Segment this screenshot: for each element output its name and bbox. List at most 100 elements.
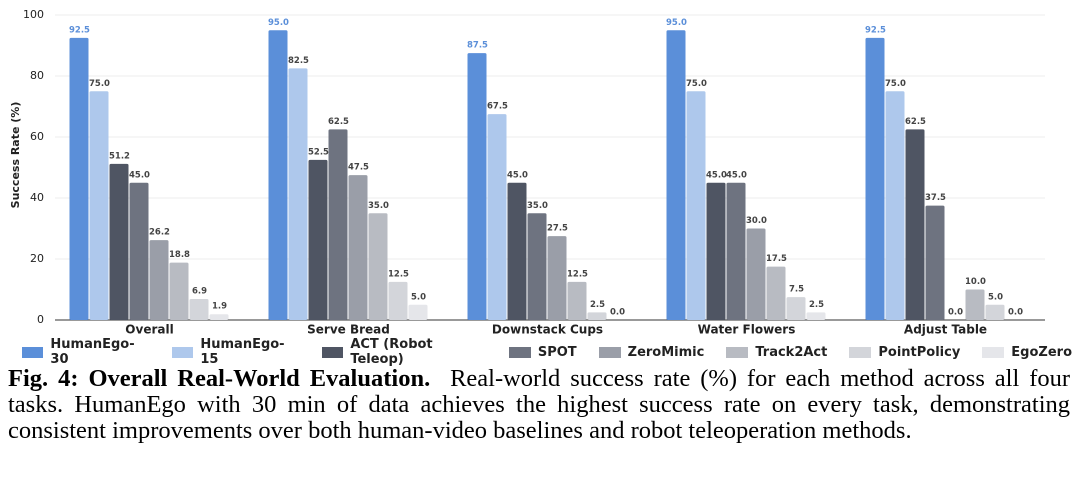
caption-title: Overall Real-World Evaluation.: [88, 365, 431, 392]
legend-label: ZeroMimic: [627, 344, 705, 360]
value-label: 7.5: [789, 285, 804, 295]
bar: [766, 266, 786, 320]
value-label: 87.5: [467, 41, 488, 51]
bar: [905, 129, 925, 320]
x-tick-label: Overall: [125, 323, 173, 337]
y-axis-label: Success Rate (%): [9, 102, 22, 209]
legend-label: HumanEgo-30: [50, 337, 135, 367]
value-label: 95.0: [666, 18, 687, 28]
caption-label: Fig. 4:: [8, 365, 79, 392]
bar: [706, 182, 726, 320]
y-tick-label: 40: [30, 191, 44, 204]
legend-item: EgoZero: [982, 345, 1072, 360]
bar: [567, 281, 587, 320]
value-label: 12.5: [567, 269, 588, 279]
legend-swatch: [22, 346, 44, 358]
value-label: 95.0: [268, 18, 289, 28]
value-label: 18.8: [169, 250, 190, 260]
value-label: 75.0: [89, 79, 110, 89]
value-label: 17.5: [766, 254, 787, 264]
bar: [786, 297, 806, 320]
bar: [69, 37, 89, 320]
y-tick-label: 80: [30, 69, 44, 82]
value-label: 51.2: [109, 151, 130, 161]
value-label: 2.5: [809, 300, 824, 310]
legend-swatch: [321, 346, 344, 358]
value-label: 52.5: [308, 147, 329, 157]
bar: [348, 175, 368, 320]
bar: [89, 91, 109, 320]
value-label: 0.0: [948, 308, 963, 318]
value-label: 45.0: [507, 170, 528, 180]
value-label: 67.5: [487, 102, 508, 112]
legend-item: HumanEgo-15: [171, 337, 300, 367]
value-label: 26.2: [149, 228, 170, 238]
legend-item: Track2Act: [726, 345, 827, 360]
legend-label: ACT (Robot Teleop): [350, 337, 433, 367]
bar: [527, 213, 547, 320]
caption-text: Real-world success rate (%) for each met…: [8, 365, 1071, 444]
value-label: 0.0: [610, 308, 625, 318]
bar: [965, 289, 985, 320]
bar: [686, 91, 706, 320]
value-label: 75.0: [885, 79, 906, 89]
value-label: 92.5: [865, 25, 886, 35]
bar: [806, 312, 826, 320]
value-label: 92.5: [69, 25, 90, 35]
legend-swatch: [849, 346, 872, 358]
value-label: 45.0: [706, 170, 727, 180]
x-tick-label: Adjust Table: [904, 323, 987, 337]
bar: [547, 236, 567, 320]
x-tick-label: Water Flowers: [698, 323, 796, 337]
value-label: 1.9: [212, 302, 227, 312]
bar: [746, 228, 766, 320]
bar: [666, 30, 686, 320]
legend-label: Track2Act: [755, 344, 828, 360]
legend-item: ZeroMimic: [598, 344, 705, 360]
value-label: 5.0: [411, 292, 426, 302]
value-label: 27.5: [547, 224, 568, 234]
value-label: 62.5: [328, 117, 349, 127]
bar: [487, 114, 507, 320]
bar: [587, 312, 607, 320]
bar: [288, 68, 308, 320]
legend-item: ACT (Robot Teleop): [321, 337, 487, 367]
bar: [726, 182, 746, 320]
bar: [109, 163, 129, 320]
legend-label: PointPolicy: [878, 344, 961, 360]
value-label: 10.0: [965, 277, 986, 287]
value-label: 12.5: [388, 269, 409, 279]
legend-item: PointPolicy: [849, 345, 960, 360]
bar: [268, 30, 288, 320]
x-tick-label: Downstack Cups: [492, 323, 603, 337]
legend-label: EgoZero: [1011, 344, 1072, 360]
legend-label: HumanEgo-15: [200, 337, 285, 367]
bar: [328, 129, 348, 320]
bar: [885, 91, 905, 320]
bar: [865, 37, 885, 320]
value-label: 45.0: [129, 170, 150, 180]
bar: [925, 205, 945, 320]
value-label: 5.0: [988, 292, 1003, 302]
value-label: 75.0: [686, 79, 707, 89]
y-tick-label: 0: [37, 313, 44, 326]
bar: [368, 213, 388, 320]
legend-swatch: [982, 346, 1005, 358]
value-label: 47.5: [348, 163, 369, 173]
legend: HumanEgo-30 HumanEgo-15 ACT (Robot Teleop)…: [22, 337, 1072, 367]
value-label: 37.5: [925, 193, 946, 203]
legend-swatch: [726, 346, 749, 358]
bar: [308, 159, 328, 320]
chart: Success Rate (%) 0 20 40 60 80 100 Overall 92.5…: [9, 8, 1045, 337]
legend-swatch: [598, 346, 621, 358]
bar: [129, 182, 149, 320]
caption: Fig. 4: Overall Real-World Evaluation. R…: [8, 366, 1070, 444]
value-label: 2.5: [590, 300, 605, 310]
legend-swatch: [508, 346, 531, 358]
y-tick-label: 60: [30, 130, 44, 143]
bar: [169, 262, 189, 320]
bar: [467, 53, 487, 320]
bar: [985, 304, 1005, 320]
bar: [388, 281, 408, 320]
